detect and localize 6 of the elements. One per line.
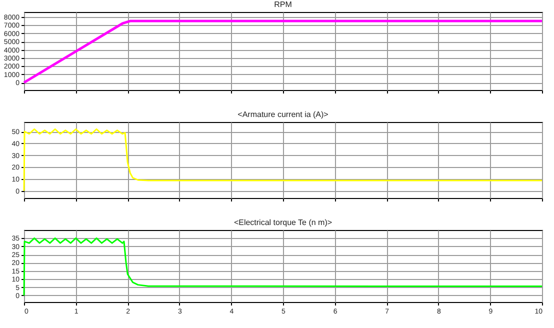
chart-title: <Electrical torque Te (n m)> — [234, 218, 332, 227]
line-series — [22, 20, 544, 84]
line-series — [23, 237, 543, 296]
chart-title: RPM — [274, 0, 292, 9]
chart-title: <Armature current ia (A)> — [238, 110, 329, 119]
line-series — [23, 128, 543, 192]
